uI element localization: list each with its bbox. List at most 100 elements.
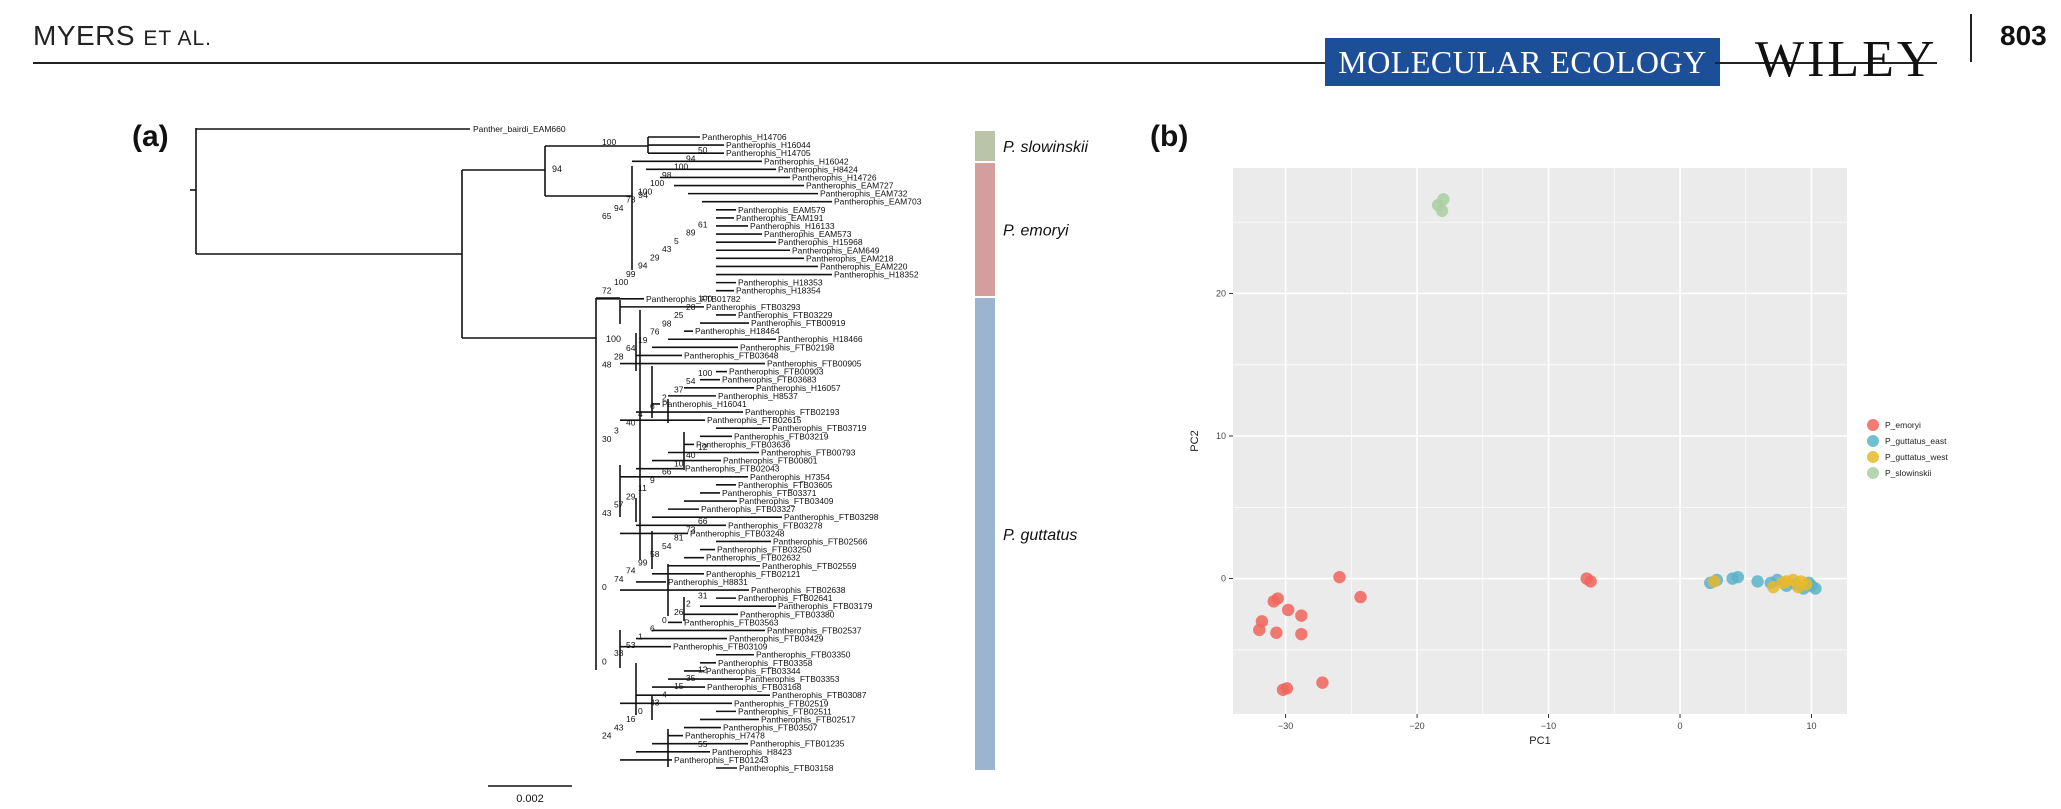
taxon-label: Pantherophis_FTB03719 — [772, 423, 867, 433]
taxon-label: Pantherophis_FTB03327 — [701, 504, 796, 514]
support-value: 43 — [662, 244, 672, 254]
taxon-label: Pantherophis_FTB02559 — [762, 561, 857, 571]
scatter-point — [1295, 609, 1308, 622]
support-value: 35 — [686, 673, 696, 683]
legend-swatch — [1867, 419, 1879, 431]
support-value: 3 — [614, 426, 619, 436]
taxon-label: Pantherophis_EAM218 — [806, 253, 894, 263]
taxon-label: Pantherophis_H16044 — [726, 140, 811, 150]
support-value: 15 — [674, 681, 684, 691]
header-rule — [33, 62, 1333, 64]
taxon-label: Pantherophis_EAM703 — [834, 197, 922, 207]
support-value: 31 — [698, 590, 708, 600]
support-value: 100 — [602, 137, 616, 147]
support-value: 94 — [686, 153, 696, 163]
taxon-label: Pantherophis_EAM727 — [806, 181, 894, 191]
taxon-label: Pantherophis_H8537 — [718, 391, 798, 401]
taxon-label: Pantherophis_FTB03636 — [696, 439, 791, 449]
clade-bar — [975, 163, 995, 296]
taxon-label: Pantherophis_FTB03380 — [740, 609, 835, 619]
scatter-point — [1780, 575, 1793, 588]
taxon-label: Pantherophis_FTB03507 — [723, 723, 818, 733]
support-value: 55 — [698, 739, 708, 749]
taxon-label: Pantherophis_FTB03250 — [717, 545, 812, 555]
scatter-point — [1333, 570, 1346, 584]
support-value: 54 — [686, 376, 696, 386]
legend-label: P_slowinskii — [1885, 468, 1931, 478]
support-value: 53 — [626, 640, 636, 650]
publisher-logo: WILEY — [1755, 31, 1938, 88]
scatter-point — [1767, 580, 1780, 594]
pca-scatter-plot: −30 −20 −10 0 10 0 10 20 PC1 PC2 P_emoryi P_guttatu… — [1189, 168, 1948, 747]
y-tick-label: 10 — [1216, 431, 1226, 441]
taxon-label: Pantherophis_FTB03293 — [706, 302, 801, 312]
authors-suffix: ET AL. — [143, 27, 213, 50]
taxon-label: Pantherophis_FTB01243 — [674, 755, 769, 765]
taxon-label: Pantherophis_EAM220 — [820, 261, 908, 271]
clade-bar — [975, 131, 995, 161]
support-value: 0 — [638, 706, 643, 716]
taxon-label: Pantherophis_FTB02517 — [761, 714, 856, 724]
scatter-point — [1435, 204, 1449, 217]
taxon-label: Pantherophis_FTB02641 — [738, 593, 833, 603]
support-value: 100 — [698, 368, 712, 378]
taxon-label: Pantherophis_H16041 — [662, 399, 747, 409]
support-value: 58 — [650, 549, 660, 559]
support-value: 10 — [674, 458, 684, 468]
support-value: 0 — [602, 582, 607, 592]
support-value: 2 — [662, 393, 667, 403]
support-value: 99 — [638, 557, 648, 567]
taxon-label: Pantherophis_H18466 — [778, 334, 863, 344]
taxon-label: Pantherophis_FTB03683 — [722, 375, 817, 385]
page-number: 803 — [2000, 20, 2047, 51]
taxon-label: Pantherophis_FTB02511 — [738, 706, 832, 716]
support-value: 19 — [638, 335, 648, 345]
taxon-label: Pantherophis_FTB03429 — [729, 634, 824, 644]
support-value: 73 — [686, 524, 696, 534]
support-value: 57 — [614, 500, 624, 510]
taxon-label: Pantherophis_H14726 — [792, 172, 877, 182]
support-value: 89 — [686, 228, 696, 238]
support-value: 61 — [698, 219, 708, 229]
taxon-label: Pantherophis_H16057 — [756, 383, 841, 393]
clade-label: P. slowinskii — [1003, 139, 1089, 156]
support-value: 74 — [626, 566, 636, 576]
support-value: 26 — [674, 607, 684, 617]
panel-a-label: (a) — [132, 120, 169, 153]
taxon-label: Pantherophis_FTB01235 — [750, 739, 845, 749]
x-tick-label: −20 — [1409, 721, 1424, 731]
taxon-label: Pantherophis_FTB02638 — [751, 585, 846, 595]
taxon-label: Pantherophis_H8423 — [712, 747, 792, 757]
taxon-label: Pantherophis_H14705 — [726, 148, 811, 158]
taxon-label: Pantherophis_FTB03168 — [707, 682, 802, 692]
scale-bar-label: 0.002 — [516, 793, 544, 805]
taxon-label: Pantherophis_H16042 — [764, 156, 849, 166]
taxon-label: Pantherophis_H8831 — [668, 577, 748, 587]
taxon-label: Pantherophis_H7354 — [750, 472, 830, 482]
support-value: 43 — [602, 508, 612, 518]
support-value: 66 — [698, 516, 708, 526]
taxon-label: Pantherophis_FTB02193 — [745, 407, 840, 417]
scatter-point — [1316, 676, 1329, 689]
taxon-label: Pantherophis_FTB00919 — [751, 318, 846, 328]
x-tick-label: −30 — [1278, 721, 1293, 731]
taxon-label: Pantherophis_FTB03358 — [718, 658, 813, 668]
clade-bar — [975, 298, 995, 770]
scatter-point — [1276, 683, 1290, 696]
plot-background — [1233, 168, 1847, 714]
support-value: 28 — [686, 302, 696, 312]
taxon-label: Pantherophis_FTB03344 — [706, 666, 801, 676]
panel-b-label: (b) — [1150, 120, 1189, 153]
taxon-label: Pantherophis_FTB03219 — [734, 431, 829, 441]
taxon-label: Pantherophis_FTB00793 — [761, 448, 856, 458]
taxon-label: Pantherophis_FTB02198 — [740, 342, 835, 352]
y-tick-label: 0 — [1221, 574, 1226, 584]
support-value: 4 — [638, 409, 643, 419]
taxon-label: Pantherophis_FTB02043 — [685, 464, 780, 474]
taxon-label: Pantherophis_H18464 — [695, 326, 780, 336]
clade-label: P. emoryi — [1003, 223, 1069, 240]
taxon-label: Pantherophis_FTB03158 — [739, 763, 834, 773]
support-value: 99 — [626, 269, 636, 279]
support-value: 43 — [614, 722, 624, 732]
legend-label: P_emoryi — [1885, 420, 1921, 430]
